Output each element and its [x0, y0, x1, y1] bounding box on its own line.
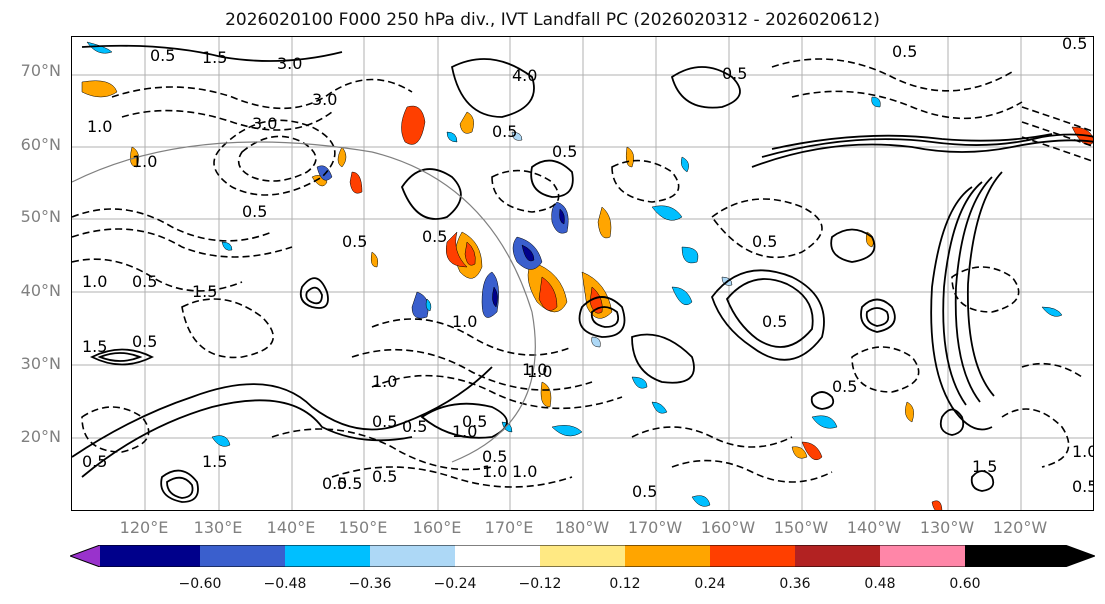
lon-label-120w: 120°W	[993, 518, 1047, 537]
colorbar-segment	[100, 545, 200, 567]
colorbar-segment	[1065, 545, 1095, 567]
colorbar-tick-label: 0.24	[694, 576, 725, 592]
contour-label: 0.5	[372, 467, 397, 486]
contour-label: 0.5	[1072, 477, 1094, 496]
contour-label: 0.5	[132, 332, 157, 351]
contour-label: 0.5	[342, 232, 367, 251]
colorbar-segment	[625, 545, 710, 567]
contour-label: 0.5	[150, 46, 175, 65]
lon-label-120e: 120°E	[120, 518, 169, 537]
contour-label: 3.0	[252, 114, 277, 133]
map-panel: 0.5 1.5 3.0 4.0 3.0 0.5 0.5 1.0 0.5 0.5 …	[71, 36, 1094, 511]
colorbar-segment	[710, 545, 795, 567]
lon-label-140e: 140°E	[267, 518, 316, 537]
contour-label: 0.5	[752, 232, 777, 251]
colorbar-segment	[455, 545, 540, 567]
convergence-shading	[87, 42, 1062, 506]
contour-label: 0.5	[722, 64, 747, 83]
lat-label-40n: 40°N	[21, 281, 61, 300]
contour-label: 0.5	[337, 474, 362, 493]
contour-label: 4.0	[512, 66, 537, 85]
colorbar	[70, 545, 1095, 567]
colorbar-tick-label: 0.48	[864, 576, 895, 592]
lat-label-20n: 20°N	[21, 427, 61, 446]
contour-label: 1.5	[972, 457, 997, 476]
lon-label-170e: 170°E	[485, 518, 534, 537]
lon-label-130w: 130°W	[920, 518, 974, 537]
contour-label: 0.5	[762, 312, 787, 331]
lat-label-50n: 50°N	[21, 207, 61, 226]
lon-label-180w: 180°W	[555, 518, 609, 537]
contour-label: 0.5	[82, 452, 107, 471]
contour-label: 1.5	[82, 337, 107, 356]
colorbar-segment	[795, 545, 880, 567]
contour-label: 0.5	[242, 202, 267, 221]
contour-label: 1.0	[132, 152, 157, 171]
colorbar-tick-label: −0.24	[434, 576, 477, 592]
map-title: 2026020100 F000 250 hPa div., IVT Landfa…	[0, 10, 1105, 30]
lon-label-140w: 140°W	[847, 518, 901, 537]
colorbar-segment	[880, 545, 965, 567]
colorbar-segment	[200, 545, 285, 567]
colorbar-segment	[370, 545, 455, 567]
contour-label: 1.0	[1072, 442, 1094, 461]
lat-label-70n: 70°N	[21, 61, 61, 80]
contour-label: 0.5	[632, 482, 657, 501]
lon-label-160w: 160°W	[701, 518, 755, 537]
colorbar-tick-label: 0.36	[779, 576, 810, 592]
contour-label: 1.0	[512, 462, 537, 481]
contour-label: 3.0	[277, 54, 302, 73]
contour-label: 0.5	[832, 377, 857, 396]
contour-label: 3.0	[312, 90, 337, 109]
colorbar-tick-label: −0.12	[519, 576, 562, 592]
divergence-shading	[82, 81, 1094, 511]
contour-label: 0.5	[132, 272, 157, 291]
map-canvas: 0.5 1.5 3.0 4.0 3.0 0.5 0.5 1.0 0.5 0.5 …	[72, 37, 1094, 511]
contour-label: 1.0	[527, 362, 552, 381]
contour-label: 1.0	[87, 117, 112, 136]
contour-label: 1.0	[482, 462, 507, 481]
contour-label: 0.5	[492, 122, 517, 141]
colorbar-tick-label: −0.48	[264, 576, 307, 592]
lon-label-150w: 150°W	[774, 518, 828, 537]
colorbar-segment	[965, 545, 1065, 567]
colorbar-tick-label: 0.60	[949, 576, 980, 592]
lat-label-30n: 30°N	[21, 354, 61, 373]
contour-label: 0.5	[402, 417, 427, 436]
contour-label: 0.5	[892, 42, 917, 61]
lon-label-150e: 150°E	[339, 518, 388, 537]
colorbar-tick-label: −0.36	[349, 576, 392, 592]
contour-labels: 0.5 1.5 3.0 4.0 3.0 0.5 0.5 1.0 0.5 0.5 …	[82, 37, 1094, 501]
colorbar-tick-label: 0.12	[609, 576, 640, 592]
contour-label: 0.5	[1062, 37, 1087, 53]
colorbar-segment	[70, 545, 100, 567]
contour-label: 0.5	[372, 412, 397, 431]
colorbar-segment	[540, 545, 625, 567]
contour-label: 0.5	[552, 142, 577, 161]
lon-label-170w: 170°W	[628, 518, 682, 537]
lon-label-160e: 160°E	[413, 518, 462, 537]
contour-label: 1.5	[192, 282, 217, 301]
contour-label: 1.5	[202, 48, 227, 67]
contour-label: 1.0	[372, 372, 397, 391]
contour-label: 1.0	[452, 422, 477, 441]
contour-label: 0.5	[422, 227, 447, 246]
lat-label-60n: 60°N	[21, 135, 61, 154]
colorbar-segment	[285, 545, 370, 567]
colorbar-tick-label: −0.60	[179, 576, 222, 592]
contour-label: 1.5	[202, 452, 227, 471]
contour-label: 1.0	[452, 312, 477, 331]
lon-label-130e: 130°E	[194, 518, 243, 537]
contour-label: 1.0	[82, 272, 107, 291]
